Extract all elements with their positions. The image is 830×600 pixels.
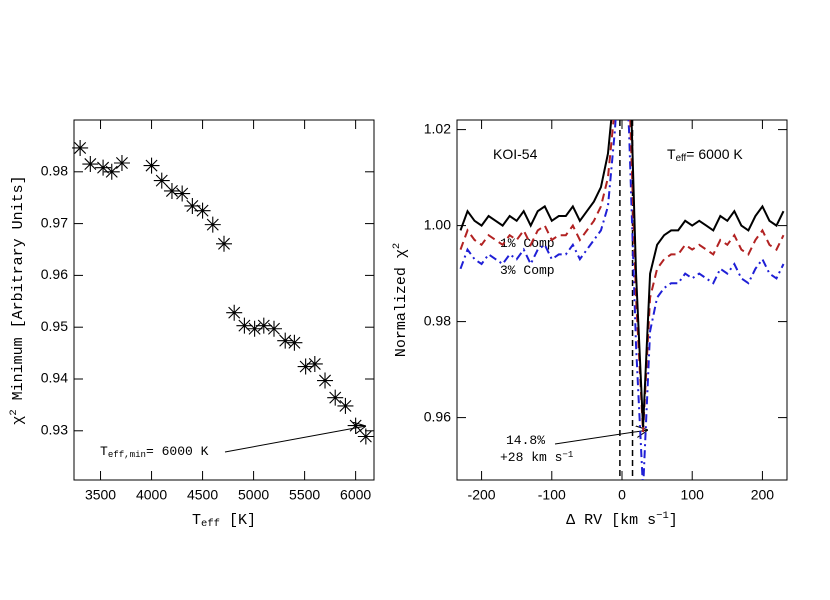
y-axis-label-part: χ [10,416,27,425]
x-axis-label-part: Δ RV [km s [566,512,656,529]
annotation: 3% Comp [500,263,555,278]
x-tick-label: 4500 [187,487,218,503]
star-marker [174,185,191,202]
x-axis-label-part: eff [201,518,220,530]
plot-frame [73,119,375,481]
star-marker [357,428,374,445]
star-marker [82,156,99,173]
x-axis-label: Δ RV [km s−1] [566,510,678,529]
star-marker [297,358,314,375]
annotation: 14.8% [506,433,545,448]
star-marker [246,320,263,337]
star-marker [103,163,120,180]
annotation-part: eff,min [108,449,146,460]
annotation: 1% Comp [500,236,555,251]
y-tick-label: 1.02 [424,120,451,136]
y-axis-label-part: Normalized χ [393,249,410,357]
x-axis-label-part: [K] [220,512,256,529]
annotation-part: T [100,444,108,459]
star-marker [72,139,89,156]
x-tick-label: 0 [618,487,626,503]
x-axis-label-part: −1 [656,510,669,522]
annotation-part: 14.8% [506,433,545,448]
x-tick-label: 4000 [136,487,167,503]
x-tick-label: 100 [681,487,705,503]
y-axis-label: Normalized χ2 [391,243,410,357]
x-tick-label: 6000 [340,487,371,503]
star-marker [277,332,294,349]
x-axis-label: Teff [K] [192,512,256,530]
y-tick-label: 0.96 [41,266,68,282]
star-marker [266,320,282,337]
series-line [459,120,785,428]
annotation: KOI-54 [493,146,538,162]
y-axis-label: χ2 Minimum [Arbitrary Units] [8,175,27,424]
annotation-arrow [224,426,366,453]
star-marker [163,182,180,199]
y-tick-label: 0.95 [41,318,68,334]
y-axis-label-part: 2 [391,243,403,249]
annotation-part: 3% Comp [500,263,555,278]
x-tick-label: 5000 [238,487,269,503]
star-marker [194,202,211,219]
star-marker [226,304,243,321]
star-marker [337,397,354,414]
y-tick-label: 0.93 [41,421,68,437]
star-marker [306,355,323,372]
star-marker [317,372,334,389]
y-tick-label: 0.94 [41,370,68,386]
annotation: +28 km s−1 [500,449,574,466]
x-tick-label: -100 [538,487,566,503]
y-tick-label: 0.98 [424,312,451,328]
star-marker [216,235,232,252]
y-axis-label-part: Minimum [Arbitrary Units] [10,175,27,409]
x-tick-label: 3500 [85,487,116,503]
annotation: Teff= 6000 K [667,146,743,164]
star-marker [153,172,170,189]
y-tick-label: 1.00 [424,216,451,232]
star-marker [255,317,272,334]
y-tick-label: 0.96 [424,408,451,424]
star-marker [95,159,112,176]
star-marker [347,417,364,434]
star-marker [327,389,344,406]
y-tick-label: 0.98 [41,163,68,179]
annotation-part: = 6000 K [146,444,209,459]
x-axis-label-part: ] [669,512,678,529]
x-tick-label: 200 [751,487,775,503]
annotation-part: 1% Comp [500,236,555,251]
series-line [459,120,785,433]
y-axis-label-part: 2 [8,409,20,415]
star-marker [143,157,160,174]
y-tick-label: 0.97 [41,214,68,230]
x-axis-label-part: T [192,512,201,529]
star-marker [236,317,253,334]
star-marker [113,154,130,171]
annotation-part: +28 km s [500,450,562,465]
annotation-part: eff [676,153,687,164]
x-tick-label: 5500 [289,487,320,503]
annotation-part: T [667,146,676,162]
annotation-part: KOI-54 [493,146,538,162]
star-marker [204,216,221,233]
annotation-part: = 6000 K [686,146,743,162]
annotation: Teff,min= 6000 K [100,444,209,460]
star-marker [184,197,201,214]
star-marker [286,334,303,351]
annotation-part: −1 [562,449,573,460]
x-tick-label: -200 [468,487,496,503]
